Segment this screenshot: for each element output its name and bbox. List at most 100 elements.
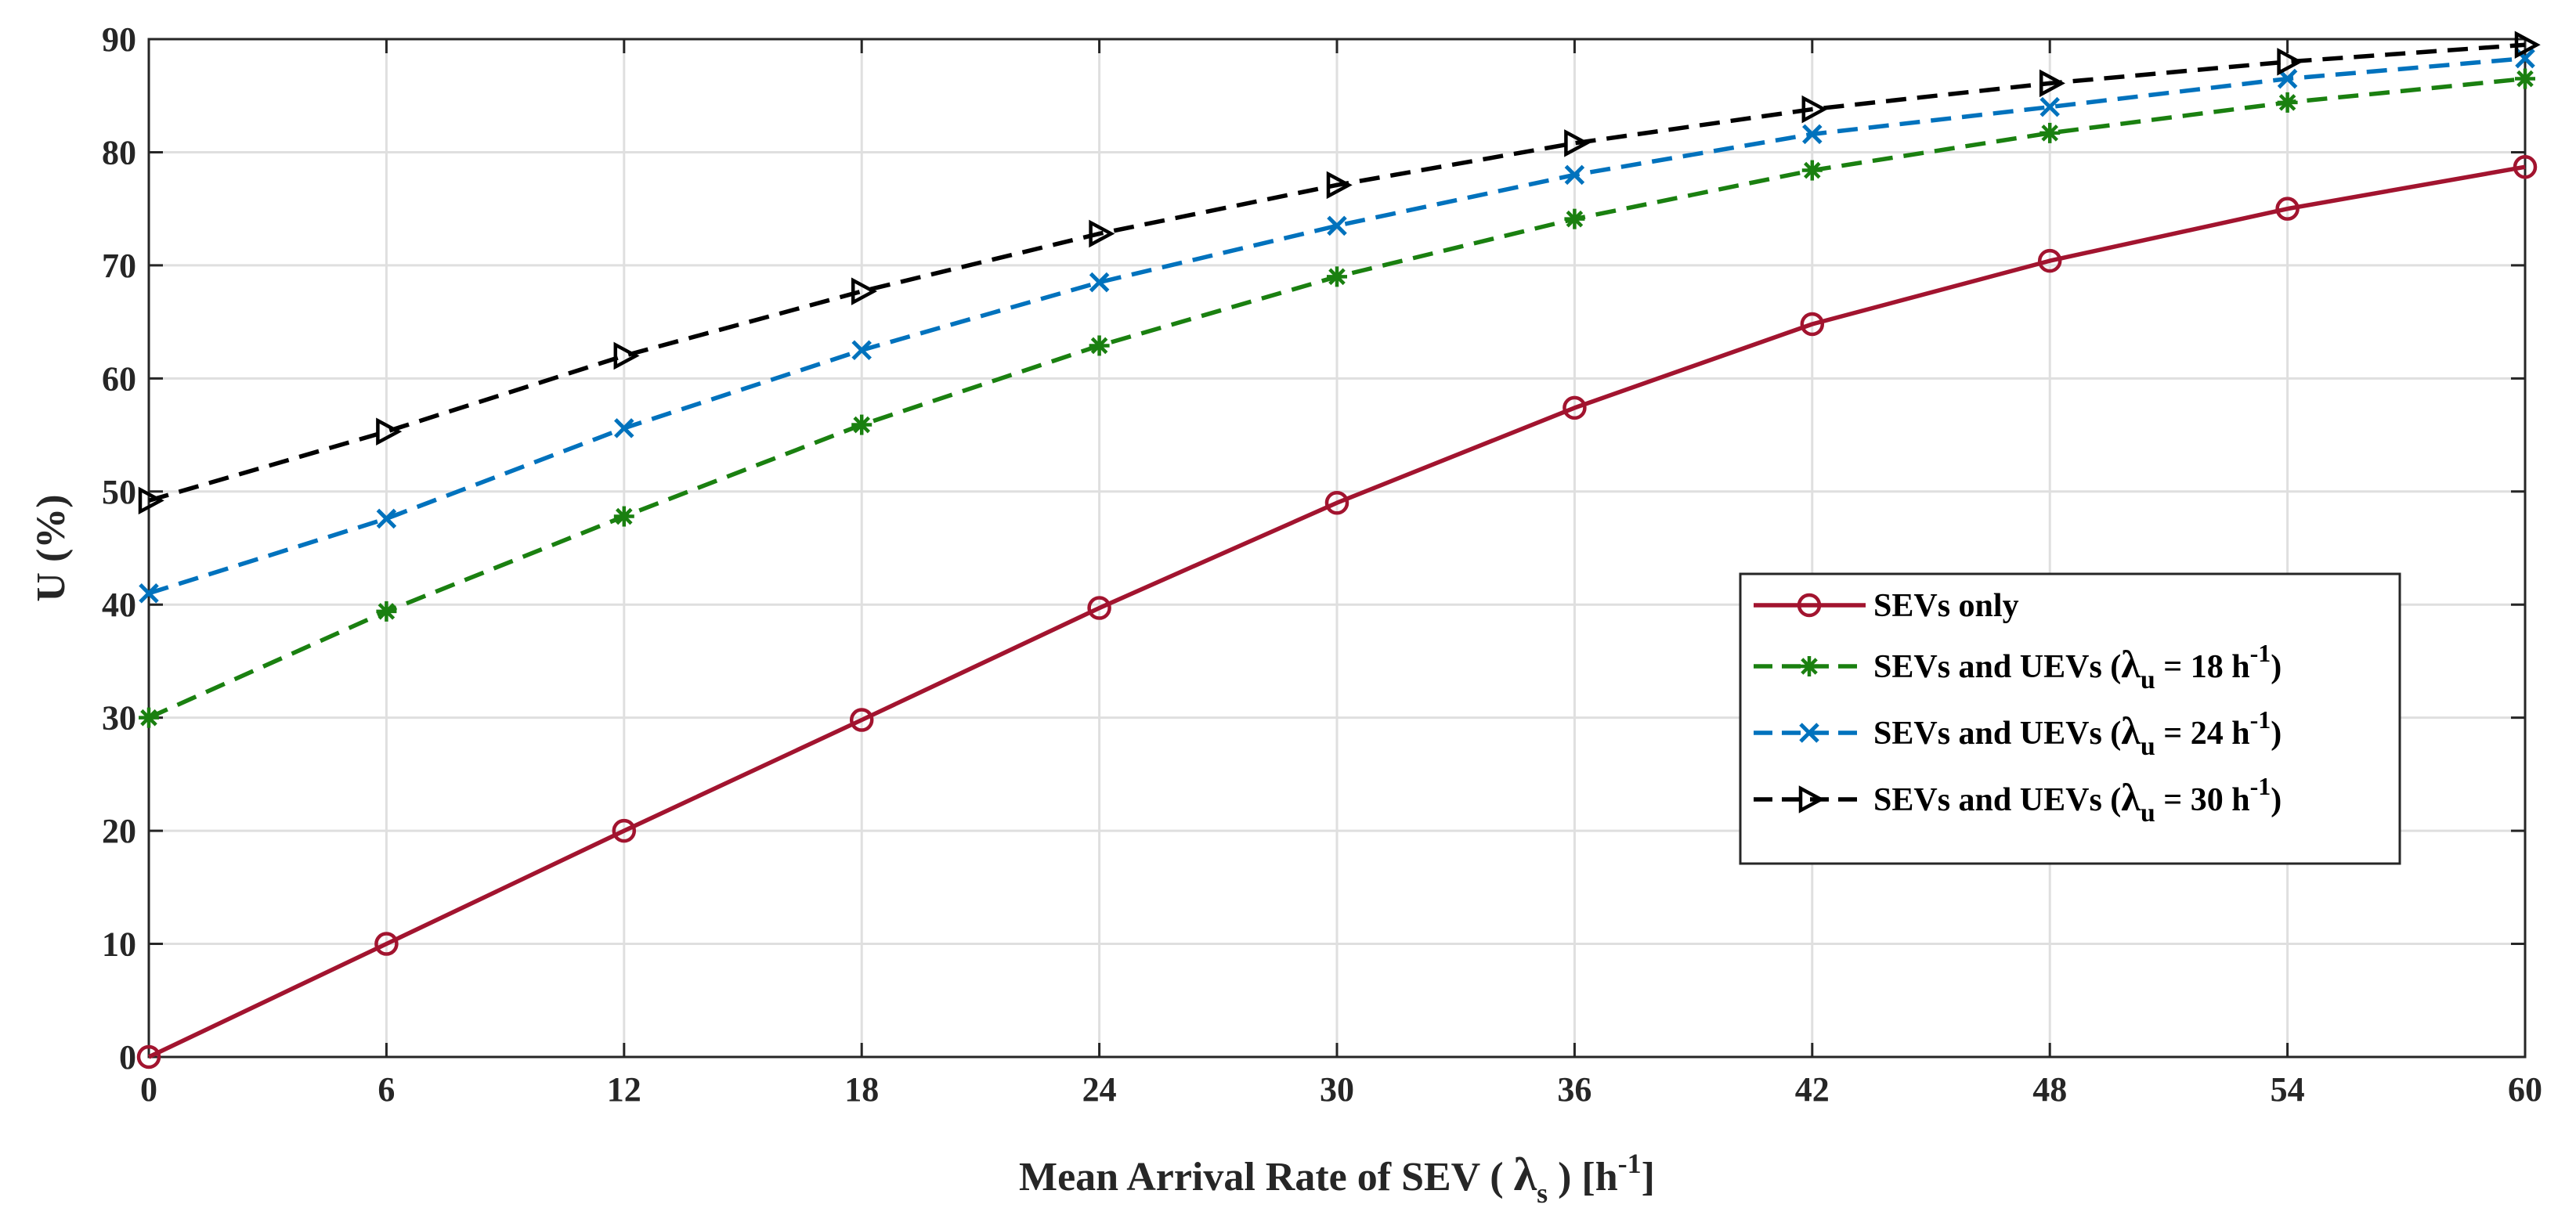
legend-label: SEVs only bbox=[1873, 588, 2019, 624]
marker-stroke bbox=[378, 603, 396, 620]
marker-stroke bbox=[1327, 215, 1347, 236]
data-point bbox=[1087, 596, 1111, 620]
marker-stroke bbox=[1802, 124, 1823, 145]
data-point bbox=[376, 417, 403, 445]
data-point bbox=[613, 506, 634, 527]
y-tick-label: 70 bbox=[102, 247, 136, 285]
series-4 bbox=[138, 31, 2541, 515]
data-point bbox=[1802, 124, 1823, 145]
data-point bbox=[139, 707, 159, 728]
marker-stroke bbox=[2039, 96, 2060, 117]
y-tick-label: 60 bbox=[102, 359, 136, 398]
data-point bbox=[614, 418, 634, 438]
data-point bbox=[2515, 68, 2535, 89]
y-axis-title: U (%) bbox=[29, 494, 74, 601]
x-tick-label: 42 bbox=[1795, 1070, 1830, 1109]
marker-stroke bbox=[616, 507, 633, 525]
data-point bbox=[1564, 208, 1585, 229]
axes: 0 6 12 18 24 30 36 42 48 54 60 0 10 20 30 40 50 60 70 80 90 M… bbox=[29, 20, 2542, 1209]
series-2 bbox=[139, 68, 2535, 728]
marker-stroke bbox=[851, 340, 872, 360]
x-axis-title: Mean Arrival Rate of SEV ( λs ) [h-1] bbox=[1019, 1148, 1655, 1209]
x-tick-label: 60 bbox=[2508, 1070, 2542, 1109]
marker-stroke bbox=[1328, 268, 1346, 286]
data-point bbox=[1564, 164, 1585, 186]
legend-label: SEVs and UEVs (λu = 18 h-1) bbox=[1873, 639, 2282, 694]
marker-stroke bbox=[376, 508, 397, 529]
data-point bbox=[851, 414, 873, 435]
data-point bbox=[2513, 154, 2538, 179]
data-point bbox=[136, 1044, 161, 1069]
series-line bbox=[148, 42, 2526, 503]
data-point bbox=[2514, 31, 2541, 59]
data-point bbox=[2275, 197, 2300, 221]
marker-stroke bbox=[2516, 70, 2534, 88]
marker-stroke bbox=[1801, 658, 1818, 675]
legend-swatch-marker bbox=[1798, 785, 1825, 813]
data-point bbox=[2039, 122, 2061, 143]
data-point bbox=[2039, 96, 2060, 117]
series-3 bbox=[139, 48, 2535, 604]
data-point bbox=[1327, 266, 1347, 287]
marker-stroke bbox=[139, 583, 159, 604]
x-tick-label: 12 bbox=[607, 1070, 641, 1109]
legend-swatch-marker bbox=[1797, 593, 1822, 618]
data-point bbox=[851, 340, 872, 360]
y-tick-label: 0 bbox=[119, 1038, 136, 1077]
marker-stroke bbox=[2277, 68, 2298, 89]
marker-stroke bbox=[1564, 164, 1585, 186]
data-point bbox=[1089, 272, 1110, 293]
legend-label: SEVs and UEVs (λu = 24 h-1) bbox=[1873, 705, 2282, 761]
y-tick-label: 40 bbox=[102, 586, 136, 624]
marker-stroke bbox=[2041, 124, 2058, 142]
data-point bbox=[138, 486, 164, 515]
x-tick-label: 54 bbox=[2271, 1070, 2305, 1109]
marker-stroke bbox=[2515, 48, 2535, 69]
marker-stroke bbox=[1804, 161, 1821, 179]
marker-stroke bbox=[2278, 94, 2296, 111]
data-point bbox=[849, 708, 874, 732]
data-point bbox=[374, 932, 399, 956]
legend-item: SEVs and UEVs (λu = 30 h-1) bbox=[1754, 772, 2282, 828]
x-tick-label: 0 bbox=[140, 1070, 157, 1109]
marker-stroke bbox=[1566, 210, 1584, 228]
marker-stroke bbox=[1089, 272, 1110, 293]
data-point bbox=[1800, 312, 1825, 337]
series-line bbox=[148, 56, 2526, 596]
legend-item: SEVs only bbox=[1754, 588, 2019, 624]
x-tick-label: 6 bbox=[378, 1070, 395, 1109]
x-tick-label: 24 bbox=[1082, 1070, 1117, 1109]
data-point bbox=[612, 818, 637, 843]
data-point bbox=[613, 341, 640, 370]
data-point bbox=[1563, 395, 1587, 420]
y-tick-label: 90 bbox=[102, 20, 136, 59]
marker-stroke bbox=[140, 709, 157, 727]
series-1 bbox=[136, 154, 2538, 1069]
legend: SEVs only SEVs and UEVs (λu = 18 h-1) SEVs… bbox=[1739, 572, 2401, 865]
data-point bbox=[851, 277, 877, 305]
x-tick-label: 30 bbox=[1320, 1070, 1354, 1109]
data-point bbox=[1089, 335, 1110, 356]
marker-stroke bbox=[1090, 337, 1108, 355]
legend-item: SEVs and UEVs (λu = 18 h-1) bbox=[1754, 639, 2282, 694]
data-point bbox=[2277, 92, 2298, 113]
legend-swatch-marker bbox=[1799, 723, 1819, 743]
x-tick-label: 48 bbox=[2032, 1070, 2067, 1109]
data-point bbox=[139, 583, 159, 604]
data-point bbox=[1324, 490, 1349, 515]
data-point bbox=[2039, 69, 2065, 98]
legend-item: SEVs and UEVs (λu = 24 h-1) bbox=[1754, 705, 2282, 761]
data-point bbox=[1327, 215, 1347, 236]
data-point bbox=[1564, 129, 1591, 157]
data-point bbox=[2037, 248, 2062, 273]
data-point bbox=[1326, 171, 1353, 200]
series-line bbox=[147, 164, 2526, 1059]
y-tick-label: 20 bbox=[102, 812, 136, 850]
y-tick-label: 50 bbox=[102, 473, 136, 511]
legend-box bbox=[1739, 572, 2401, 865]
data-point bbox=[376, 508, 397, 529]
marker-stroke bbox=[614, 418, 634, 438]
y-tick-label: 10 bbox=[102, 925, 136, 964]
